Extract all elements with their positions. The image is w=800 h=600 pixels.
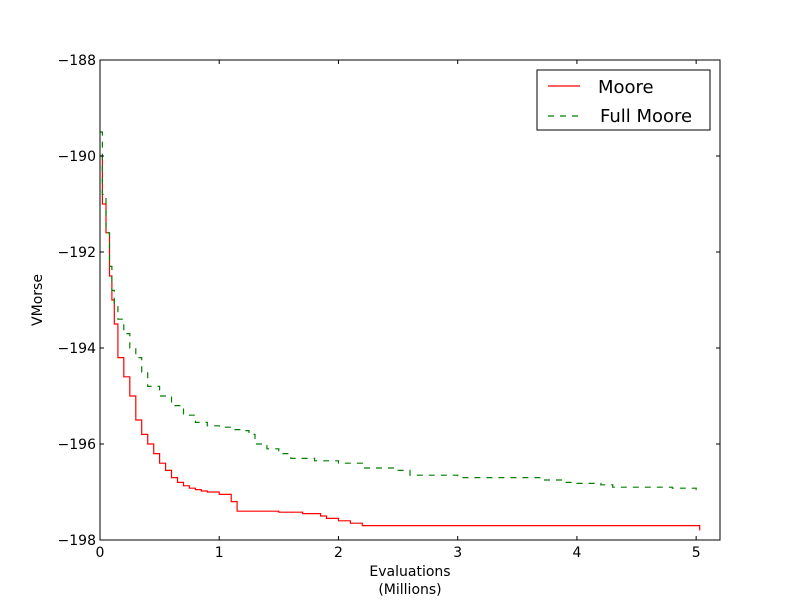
legend-label-moore: Moore [598, 77, 654, 98]
series-line-moore [100, 155, 701, 531]
x-tick-label: 5 [692, 545, 701, 561]
x-tick-label: 0 [96, 545, 105, 561]
x-tick-label: 1 [215, 545, 224, 561]
x-tick-label: 2 [334, 545, 343, 561]
x-tick-label: 4 [572, 545, 581, 561]
y-axis-label: VMorse [30, 274, 46, 326]
series-line-full-moore [100, 131, 701, 492]
x-axis-label-line1: Evaluations [369, 564, 450, 580]
x-tick-label: 3 [453, 545, 462, 561]
legend-box [536, 69, 711, 131]
legend: Moore Full Moore [536, 69, 711, 131]
y-tick-label: −188 [58, 53, 96, 69]
x-axis-label-line2: (Millions) [378, 582, 441, 598]
y-tick-label: −194 [58, 341, 97, 357]
plot-area [100, 131, 701, 531]
y-tick-label: −196 [58, 437, 97, 453]
y-tick-label: −190 [58, 149, 96, 165]
legend-label-full-moore: Full Moore [600, 106, 692, 127]
plot-frame [99, 59, 721, 541]
axis-ticks: 0 1 2 3 4 5 −198 −196 −194 −192 −190 −188 [58, 53, 720, 561]
y-tick-label: −192 [58, 245, 96, 261]
y-tick-label: −198 [58, 533, 96, 549]
